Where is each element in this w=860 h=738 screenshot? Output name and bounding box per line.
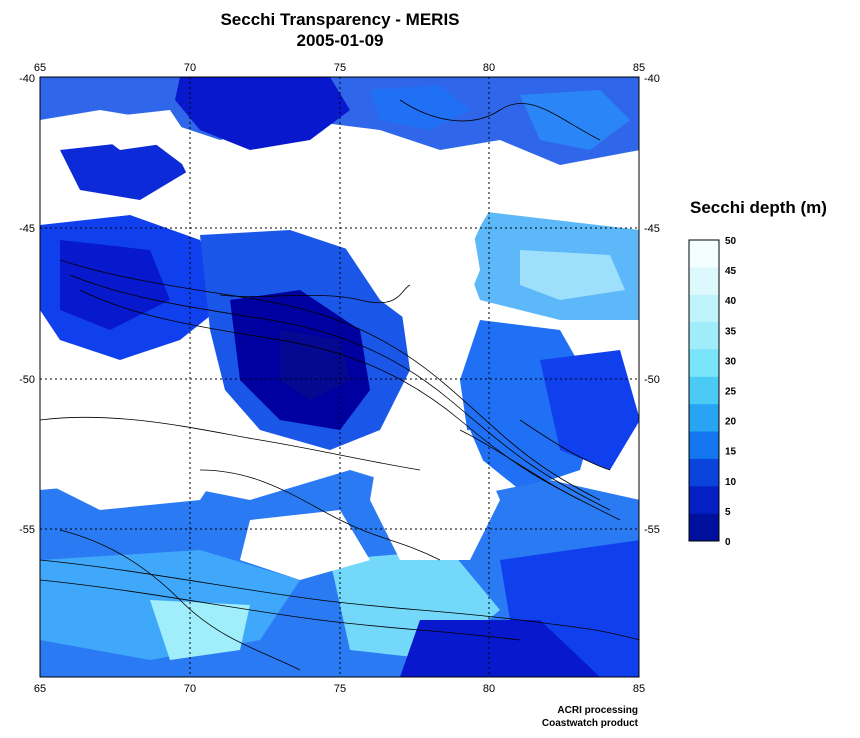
map-title: Secchi Transparency - MERIS bbox=[220, 10, 460, 29]
lon-label-top: 80 bbox=[483, 62, 495, 74]
color-bar-label: 50 bbox=[725, 236, 737, 247]
lon-label-bottom: 65 bbox=[34, 683, 46, 695]
lon-label-top: 75 bbox=[334, 62, 346, 74]
lon-label-bottom: 85 bbox=[633, 683, 645, 695]
lon-label-bottom: 80 bbox=[483, 683, 495, 695]
lon-label-top: 70 bbox=[184, 62, 196, 74]
color-bar-step bbox=[689, 349, 719, 378]
color-bar-step bbox=[689, 240, 719, 268]
color-bar-label: 40 bbox=[725, 296, 737, 307]
lon-label-bottom: 75 bbox=[334, 683, 346, 695]
color-bar-label: 10 bbox=[725, 477, 737, 488]
color-bar bbox=[688, 239, 720, 542]
color-bar-step bbox=[689, 513, 719, 542]
lat-label-right: -45 bbox=[644, 223, 660, 235]
color-bar-label: 15 bbox=[725, 447, 737, 458]
graticule bbox=[40, 77, 640, 677]
color-bar-step bbox=[689, 322, 719, 350]
color-bar-label: 45 bbox=[725, 266, 737, 277]
lon-label-top: 65 bbox=[34, 62, 46, 74]
color-bar-step bbox=[689, 294, 719, 323]
color-bar-step bbox=[689, 486, 719, 515]
color-bar-step bbox=[689, 458, 719, 487]
color-bar-step bbox=[689, 267, 719, 296]
color-bar-label: 20 bbox=[725, 417, 737, 428]
lat-label-right: -50 bbox=[644, 374, 660, 386]
lat-label-right: -40 bbox=[644, 73, 660, 85]
bathymetry-contours bbox=[40, 99, 639, 671]
map-date: 2005-01-09 bbox=[296, 31, 384, 50]
lat-label-left: -50 bbox=[19, 374, 35, 386]
color-bar-step bbox=[689, 376, 719, 405]
credit-product: Coastwatch product bbox=[541, 718, 638, 729]
legend-title: Secchi depth (m) bbox=[690, 198, 827, 217]
color-bar-step bbox=[689, 404, 719, 433]
lat-label-left: -55 bbox=[19, 524, 35, 536]
lat-label-left: -40 bbox=[19, 73, 35, 85]
color-bar-step bbox=[689, 431, 719, 460]
color-bar-label: 5 bbox=[725, 507, 731, 518]
credit-processing: ACRI processing bbox=[557, 705, 638, 716]
color-bar-label: 35 bbox=[725, 326, 737, 337]
lat-label-left: -45 bbox=[19, 223, 35, 235]
lon-label-top: 85 bbox=[633, 62, 645, 74]
lon-label-bottom: 70 bbox=[184, 683, 196, 695]
color-bar-frame bbox=[688, 239, 720, 542]
map-frame bbox=[39, 76, 640, 678]
lat-label-right: -55 bbox=[644, 524, 660, 536]
color-bar-label: 0 bbox=[725, 537, 731, 548]
color-bar-label: 30 bbox=[725, 356, 737, 367]
color-bar-label: 25 bbox=[725, 387, 737, 398]
